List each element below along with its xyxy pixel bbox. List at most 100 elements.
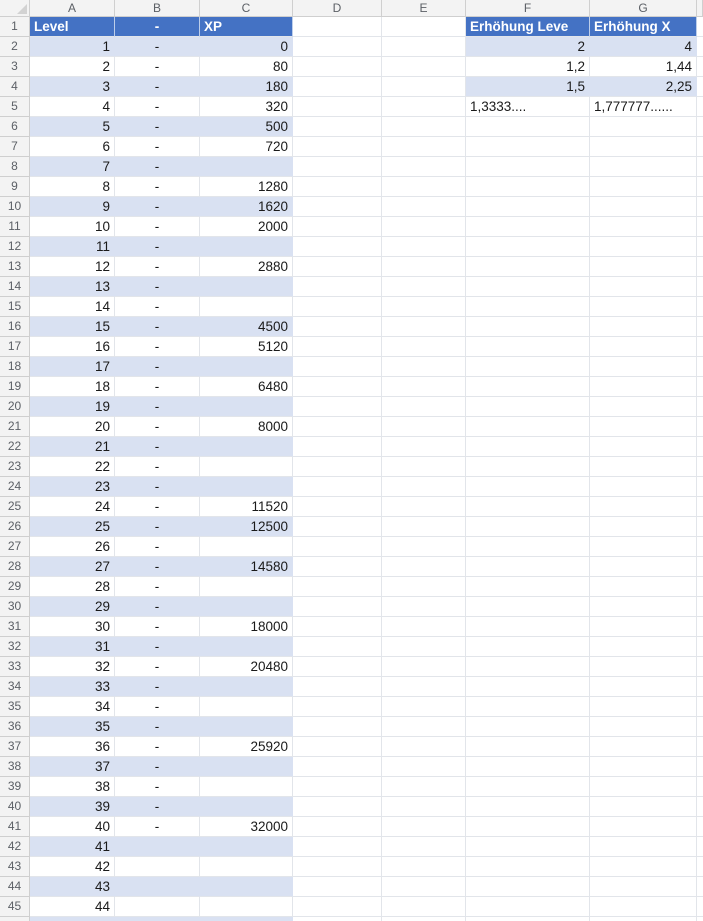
cell-H29[interactable] [697,577,703,597]
cell-F46[interactable] [466,917,590,921]
cell-C40[interactable] [200,797,293,817]
cell-G44[interactable] [590,877,697,897]
cell-G15[interactable] [590,297,697,317]
cell-F39[interactable] [466,777,590,797]
row-header-7[interactable]: 7 [0,137,30,157]
cell-F34[interactable] [466,677,590,697]
cell-A12[interactable]: 11 [30,237,115,257]
cell-C11[interactable]: 2000 [200,217,293,237]
cell-F32[interactable] [466,637,590,657]
cell-H34[interactable] [697,677,703,697]
cell-G39[interactable] [590,777,697,797]
cell-B46[interactable] [115,917,200,921]
row-header-36[interactable]: 36 [0,717,30,737]
cell-G33[interactable] [590,657,697,677]
row-header-25[interactable]: 25 [0,497,30,517]
cell-H46[interactable] [697,917,703,921]
cell-F36[interactable] [466,717,590,737]
cell-E31[interactable] [382,617,466,637]
cell-F45[interactable] [466,897,590,917]
cell-B33[interactable]: - [115,657,200,677]
cell-D27[interactable] [293,537,382,557]
cell-B12[interactable]: - [115,237,200,257]
row-header-17[interactable]: 17 [0,337,30,357]
cell-D4[interactable] [293,77,382,97]
cell-F31[interactable] [466,617,590,637]
cell-H39[interactable] [697,777,703,797]
cell-D36[interactable] [293,717,382,737]
cell-E39[interactable] [382,777,466,797]
cell-F30[interactable] [466,597,590,617]
cell-A43[interactable]: 42 [30,857,115,877]
cell-F7[interactable] [466,137,590,157]
cell-F6[interactable] [466,117,590,137]
cell-D13[interactable] [293,257,382,277]
cell-H24[interactable] [697,477,703,497]
cell-H31[interactable] [697,617,703,637]
cell-E16[interactable] [382,317,466,337]
cell-D45[interactable] [293,897,382,917]
cell-B20[interactable]: - [115,397,200,417]
cell-E12[interactable] [382,237,466,257]
cell-E17[interactable] [382,337,466,357]
cell-H9[interactable] [697,177,703,197]
cell-B32[interactable]: - [115,637,200,657]
cell-E41[interactable] [382,817,466,837]
cell-F41[interactable] [466,817,590,837]
cell-H40[interactable] [697,797,703,817]
cell-E36[interactable] [382,717,466,737]
row-header-38[interactable]: 38 [0,757,30,777]
cell-E26[interactable] [382,517,466,537]
row-header-20[interactable]: 20 [0,397,30,417]
cell-D24[interactable] [293,477,382,497]
cell-A27[interactable]: 26 [30,537,115,557]
row-header-35[interactable]: 35 [0,697,30,717]
row-header-43[interactable]: 43 [0,857,30,877]
cell-D46[interactable] [293,917,382,921]
row-header-32[interactable]: 32 [0,637,30,657]
cell-G40[interactable] [590,797,697,817]
cell-C45[interactable] [200,897,293,917]
cell-D11[interactable] [293,217,382,237]
cell-H17[interactable] [697,337,703,357]
cell-A29[interactable]: 28 [30,577,115,597]
cell-D17[interactable] [293,337,382,357]
cell-C32[interactable] [200,637,293,657]
cell-G5[interactable]: 1,777777...... [590,97,697,117]
row-header-16[interactable]: 16 [0,317,30,337]
cell-F25[interactable] [466,497,590,517]
cell-F19[interactable] [466,377,590,397]
cell-A37[interactable]: 36 [30,737,115,757]
cell-B37[interactable]: - [115,737,200,757]
cell-G17[interactable] [590,337,697,357]
cell-B39[interactable]: - [115,777,200,797]
cell-H27[interactable] [697,537,703,557]
cell-F21[interactable] [466,417,590,437]
cell-A38[interactable]: 37 [30,757,115,777]
cell-F37[interactable] [466,737,590,757]
cell-C2[interactable]: 0 [200,37,293,57]
cell-H33[interactable] [697,657,703,677]
cell-D22[interactable] [293,437,382,457]
row-header-1[interactable]: 1 [0,17,30,37]
cell-G6[interactable] [590,117,697,137]
cell-F11[interactable] [466,217,590,237]
row-header-29[interactable]: 29 [0,577,30,597]
cell-H1[interactable] [697,17,703,37]
row-header-22[interactable]: 22 [0,437,30,457]
cell-F20[interactable] [466,397,590,417]
cell-A39[interactable]: 38 [30,777,115,797]
cell-A6[interactable]: 5 [30,117,115,137]
cell-G28[interactable] [590,557,697,577]
cell-H12[interactable] [697,237,703,257]
cell-B4[interactable]: - [115,77,200,97]
cell-H13[interactable] [697,257,703,277]
cell-A17[interactable]: 16 [30,337,115,357]
cell-D30[interactable] [293,597,382,617]
cell-C36[interactable] [200,717,293,737]
cell-H30[interactable] [697,597,703,617]
cell-H18[interactable] [697,357,703,377]
cell-B30[interactable]: - [115,597,200,617]
cell-E46[interactable] [382,917,466,921]
cell-D1[interactable] [293,17,382,37]
